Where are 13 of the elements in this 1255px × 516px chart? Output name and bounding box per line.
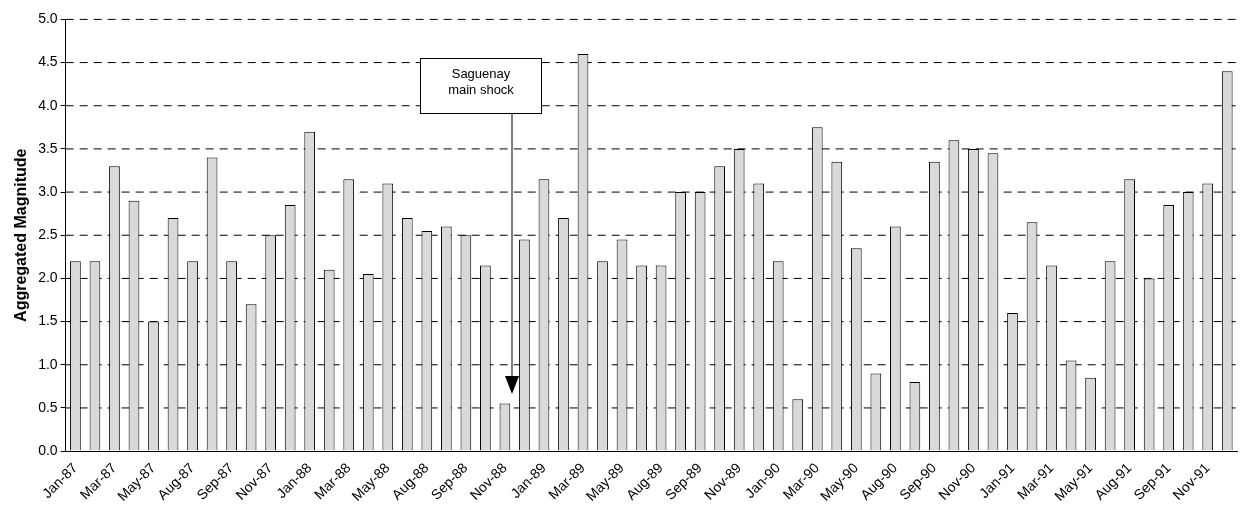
y-tick-label: 3.0 — [38, 182, 58, 199]
y-tick-label: 5.0 — [38, 10, 58, 27]
y-tick-label: 3.5 — [38, 139, 58, 156]
y-tick-label: 2.0 — [38, 269, 58, 286]
y-tick-label: 2.5 — [38, 226, 58, 243]
y-tick-label: 0.5 — [38, 398, 58, 415]
annotation: Saguenay main shock — [447, 66, 515, 98]
y-tick-label: 0.0 — [38, 441, 58, 458]
y-tick-label: 1.5 — [38, 312, 58, 329]
y-axis-title: Aggregated Magnitude — [12, 148, 30, 322]
y-tick-label: 4.0 — [38, 96, 58, 113]
y-tick-label: 4.5 — [38, 53, 58, 70]
y-tick-label: 1.0 — [38, 355, 58, 372]
